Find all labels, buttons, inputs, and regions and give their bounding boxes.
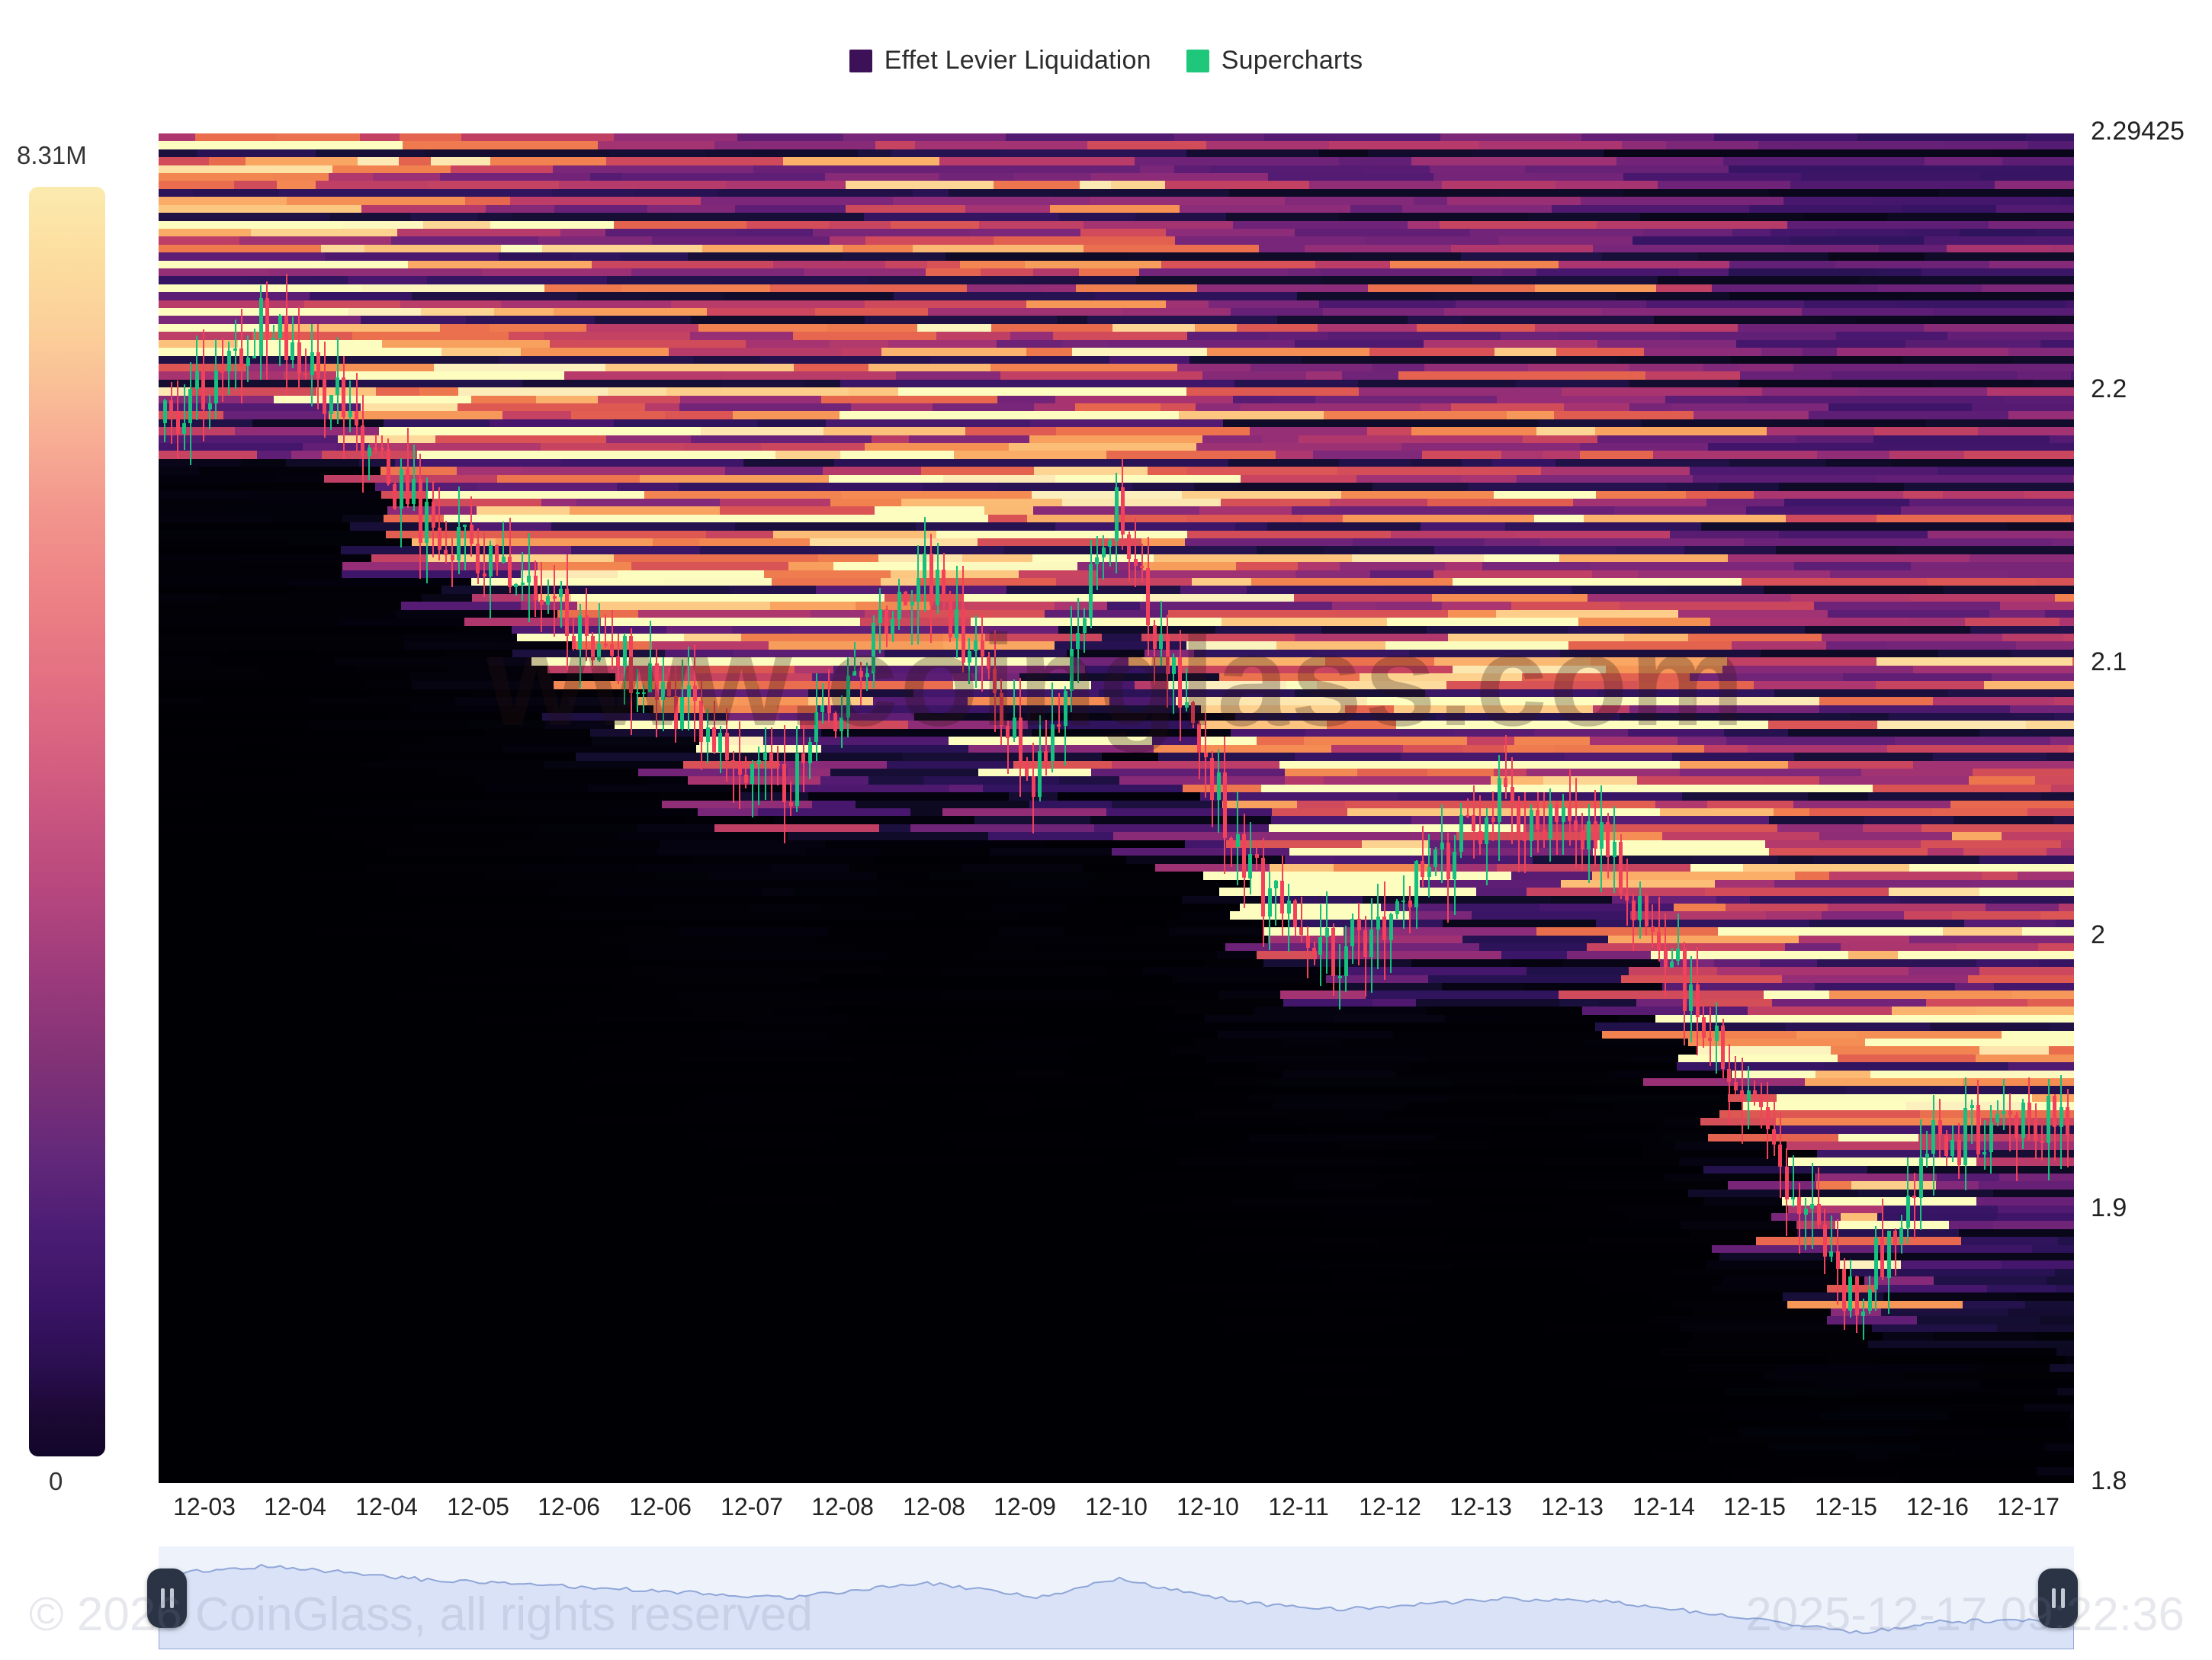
colorbar-max-label: 8.31M — [17, 141, 87, 169]
x-axis-tick-label: 12-03 — [173, 1493, 236, 1520]
legend-item-label: Supercharts — [1221, 46, 1363, 75]
y-axis-tick-label: 2.1 — [2091, 647, 2127, 676]
x-axis-tick-label: 12-15 — [1723, 1493, 1786, 1520]
x-axis-tick-label: 12-04 — [264, 1493, 326, 1520]
x-axis-tick-label: 12-12 — [1359, 1493, 1421, 1520]
x-axis-tick-label: 12-10 — [1085, 1493, 1148, 1520]
price-candlestick-series — [159, 133, 2074, 1483]
range-brush[interactable] — [159, 1546, 2074, 1649]
x-axis-tick-label: 12-15 — [1815, 1493, 1877, 1520]
x-axis-tick-label: 12-08 — [903, 1493, 965, 1520]
y-axis-tick-label: 2.29425 — [2091, 117, 2185, 146]
x-axis-tick-label: 12-14 — [1633, 1493, 1695, 1520]
y-axis-tick-label: 1.8 — [2091, 1466, 2127, 1495]
x-axis-tick-label: 12-17 — [1997, 1493, 2060, 1520]
colorbar-min-label: 0 — [49, 1467, 63, 1495]
brush-mini-chart — [159, 1546, 2074, 1649]
x-axis-tick-label: 12-09 — [994, 1493, 1056, 1520]
x-axis-tick-label: 12-16 — [1906, 1493, 1969, 1520]
legend-item-label: Effet Levier Liquidation — [884, 46, 1151, 75]
x-axis-tick-label: 12-06 — [538, 1493, 600, 1520]
y-axis-tick-label: 2.2 — [2091, 374, 2127, 403]
x-axis-tick-label: 12-13 — [1450, 1493, 1512, 1520]
legend-swatch-icon — [1186, 49, 1209, 72]
x-axis-tick-label: 12-06 — [629, 1493, 692, 1520]
y-axis-tick-label: 1.9 — [2091, 1193, 2127, 1222]
x-axis-tick-label: 12-10 — [1177, 1493, 1239, 1520]
x-axis-tick-label: 12-07 — [721, 1493, 783, 1520]
date-axis: 12-03 12-04 12-04 12-05 12-06 12-06 12-07 12-08… — [159, 1493, 2074, 1528]
grip-line-icon — [169, 1588, 174, 1608]
colorbar-gradient — [29, 187, 105, 1456]
legend-item-supercharts[interactable]: Supercharts — [1186, 46, 1363, 75]
legend-swatch-icon — [849, 49, 872, 72]
price-axis: 2.29425 2.2 2.1 2 1.9 1.8 — [2086, 0, 2212, 1660]
brush-handle-right[interactable] — [2038, 1568, 2078, 1628]
x-axis-tick-label: 12-13 — [1541, 1493, 1604, 1520]
grip-line-icon — [2060, 1588, 2065, 1608]
heatmap-plot-area[interactable]: www.coinglass.com — [159, 133, 2074, 1483]
legend-item-liquidation[interactable]: Effet Levier Liquidation — [849, 46, 1151, 75]
liquidation-heatmap — [159, 133, 2074, 1483]
colorbar: 8.31M 0 — [17, 141, 146, 1496]
brush-handle-left[interactable] — [147, 1568, 187, 1628]
y-axis-tick-label: 2 — [2091, 920, 2105, 949]
x-axis-tick-label: 12-11 — [1268, 1493, 1329, 1520]
x-axis-tick-label: 12-04 — [355, 1493, 418, 1520]
chart-legend: Effet Levier Liquidation Supercharts — [0, 46, 2212, 75]
x-axis-tick-label: 12-05 — [447, 1493, 509, 1520]
grip-line-icon — [2051, 1588, 2056, 1608]
grip-line-icon — [160, 1588, 165, 1608]
x-axis-tick-label: 12-08 — [811, 1493, 874, 1520]
